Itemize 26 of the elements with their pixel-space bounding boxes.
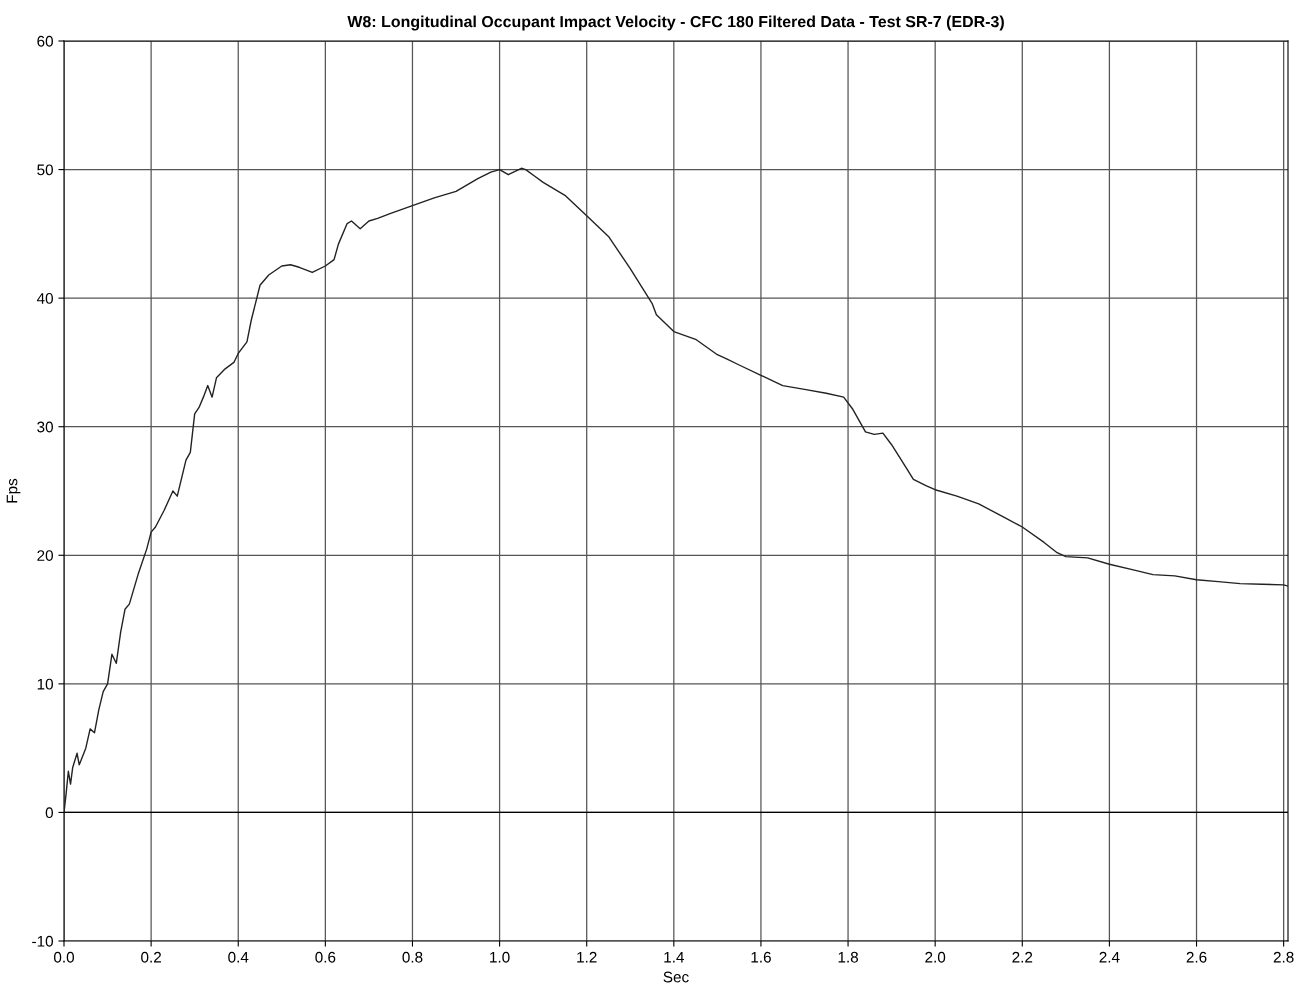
x-tick-label: 0.0 (53, 951, 75, 963)
x-tick-label: 2.4 (1099, 951, 1120, 963)
x-tick-label: 0.4 (228, 951, 249, 963)
x-tick-label: 1.0 (490, 951, 510, 963)
x-tick-label: 2.2 (1012, 951, 1033, 963)
x-tick-label: 0.8 (402, 951, 423, 963)
x-tick-label: 2.0 (925, 951, 946, 963)
y-tick-label: 40 (36, 293, 53, 304)
y-axis-title: Fps (6, 478, 21, 503)
y-tick-label: 60 (37, 35, 53, 47)
x-tick-label: 1.6 (751, 951, 771, 963)
x-tick-label: 2.6 (1186, 951, 1207, 963)
x-tick-label: 1.8 (838, 951, 859, 963)
x-tick-label: 2.8 (1273, 951, 1294, 963)
x-axis-title: Sec (663, 971, 689, 983)
x-tick-label: 1.4 (664, 951, 684, 963)
y-tick-label: 50 (37, 164, 53, 176)
x-tick-label: 0.2 (141, 951, 161, 963)
chart-title: W8: Longitudinal Occupant Impact Velocity - CFC 180 Filtered Data - Test SR-7 (EDR-3) (347, 15, 1004, 31)
y-tick-label: 30 (37, 421, 53, 433)
x-tick-label: 1.2 (577, 951, 597, 963)
y-tick-label: 20 (37, 550, 53, 561)
y-tick-label: -10 (32, 935, 53, 947)
y-tick-label: 0 (45, 807, 53, 819)
y-tick-label: 10 (37, 678, 53, 690)
x-tick-label: 0.6 (315, 951, 336, 963)
